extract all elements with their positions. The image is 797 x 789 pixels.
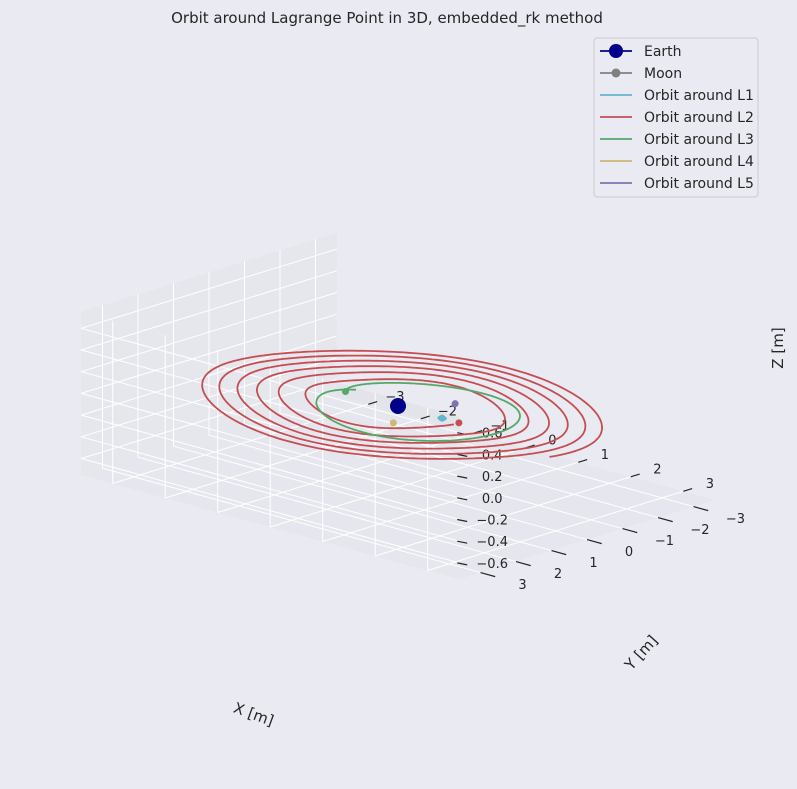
grid-line [81, 292, 337, 373]
grid-line [137, 456, 517, 563]
legend-marker-earth [609, 44, 623, 58]
legend-label-L3: Orbit around L3 [644, 132, 754, 148]
legend-label-L5: Orbit around L5 [644, 176, 754, 192]
y-tick-label: −2 [690, 523, 709, 538]
grid-line [81, 327, 460, 434]
x-tick-mark [420, 415, 430, 420]
L1-marker [438, 414, 446, 422]
x-tick-label: 3 [706, 477, 714, 492]
orbit-L3 [315, 382, 521, 442]
L5-marker [451, 400, 459, 408]
y-tick-mark [480, 571, 496, 578]
z-tick-label: −0.6 [476, 557, 508, 572]
grid-lines [81, 239, 694, 574]
grid-line [81, 248, 337, 329]
L4-marker [389, 419, 397, 427]
z-tick-label: 0.0 [482, 492, 503, 507]
z-tick-label: −0.2 [476, 514, 508, 529]
orbit-L2 [201, 349, 603, 460]
y-tick-mark [515, 560, 531, 567]
z-tick-mark [457, 540, 468, 544]
grid-line [81, 335, 337, 416]
legend-label-L2: Orbit around L2 [644, 110, 754, 126]
z-tick-mark [457, 562, 468, 566]
L3-marker [342, 388, 349, 395]
y-tick-mark [693, 505, 709, 512]
grid-line [81, 414, 460, 520]
y-tick-mark [551, 549, 567, 556]
z-tick-mark [457, 475, 468, 479]
legend-box [593, 37, 759, 198]
markers [342, 388, 463, 427]
chart-title: Orbit around Lagrange Point in 3D, embed… [171, 9, 603, 28]
legend-label-L4: Orbit around L4 [644, 154, 754, 170]
x-tick-mark [683, 487, 693, 492]
grid-line [315, 401, 694, 508]
grid-line [208, 434, 588, 541]
x-tick-mark [368, 400, 378, 405]
grid-line [81, 270, 337, 351]
grid-line [81, 458, 460, 564]
z-tick-mark [457, 453, 468, 457]
y-tick-label: 3 [518, 578, 526, 593]
x-tick-mark [630, 473, 640, 478]
x-tick-label: 1 [601, 448, 609, 463]
earth-marker [390, 398, 406, 414]
L2-marker [455, 419, 463, 427]
legend: Earth Moon Orbit around L1 Orbit around L2 O… [593, 37, 759, 198]
legend-label-earth: Earth [644, 44, 682, 60]
z-tick-label: 0.2 [482, 470, 503, 485]
grid-line [81, 313, 337, 394]
grid-line [81, 378, 337, 459]
grid-line [81, 392, 460, 499]
z-tick-mark [457, 497, 468, 501]
x-tick-mark [578, 458, 588, 463]
x-tick-label: 2 [653, 463, 661, 478]
legend-marker-moon [611, 68, 621, 78]
y-tick-label: 1 [589, 556, 597, 571]
y-tick-label: −1 [655, 534, 674, 549]
grid-line [102, 467, 481, 574]
z-axis-label: Z [m] [769, 327, 787, 368]
y-tick-label: 0 [625, 545, 633, 560]
y-tick-mark [657, 516, 673, 523]
y-tick-label: −3 [726, 512, 745, 527]
grid-line [81, 371, 460, 477]
y-tick-mark [622, 527, 638, 534]
z-tick-mark [457, 518, 468, 523]
z-tick-label: −0.4 [476, 535, 508, 550]
legend-label-moon: Moon [644, 66, 682, 82]
grid-line [173, 445, 552, 552]
y-tick-mark [586, 538, 602, 545]
y-tick-label: 2 [554, 567, 562, 582]
grid-line [81, 436, 460, 542]
legend-label-L1: Orbit around L1 [644, 88, 754, 104]
